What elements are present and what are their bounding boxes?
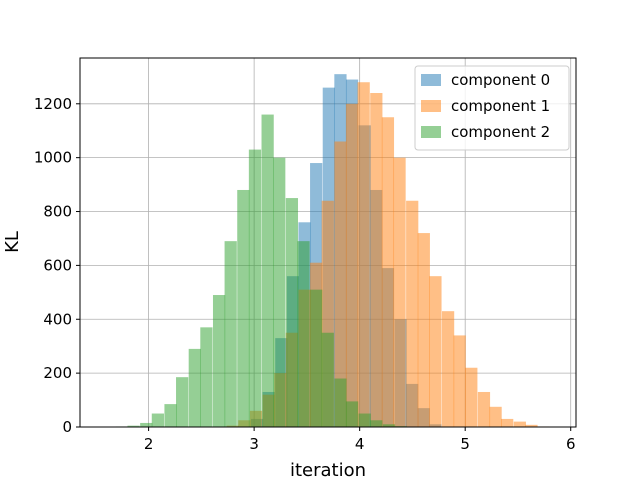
y-axis-label: KL (2, 231, 23, 253)
legend-box (414, 65, 570, 151)
histogram-bar (429, 276, 442, 427)
histogram-bar (273, 157, 286, 428)
series-2-bars (115, 114, 407, 428)
histogram-bar (127, 425, 140, 427)
histogram-bar (297, 241, 310, 427)
histogram-bar (370, 420, 383, 427)
y-tick-label: 1200 (34, 95, 72, 113)
y-tick-label: 400 (43, 310, 72, 328)
x-tick-label: 4 (355, 435, 365, 453)
histogram-bar (345, 401, 359, 427)
histogram-bar (261, 114, 274, 427)
histogram-bars (115, 74, 550, 428)
legend: component 0 component 1 component 2 (414, 65, 570, 151)
histogram-bar (453, 335, 466, 427)
legend-swatch (421, 126, 441, 138)
histogram-bar (200, 327, 213, 427)
y-tick-label: 1000 (34, 149, 72, 167)
histogram-bar (334, 141, 347, 428)
histogram-bar (188, 348, 201, 427)
histogram-bar (417, 233, 430, 427)
y-tick-label: 600 (43, 256, 72, 274)
y-tick-label: 0 (62, 418, 72, 436)
histogram-bar (393, 157, 406, 428)
legend-label: component 2 (451, 123, 550, 141)
legend-label: component 0 (451, 71, 550, 89)
axis-ticks: 2 3 4 5 6 0 200 400 600 800 1000 1200 (34, 95, 576, 453)
histogram-bar (382, 424, 396, 427)
histogram-bar (441, 311, 455, 427)
histogram-bar (334, 378, 347, 427)
x-axis-label: iteration (290, 460, 366, 480)
y-tick-label: 800 (43, 203, 72, 221)
histogram-bar (164, 404, 177, 427)
plot-frame (79, 57, 577, 428)
legend-label: component 1 (451, 97, 550, 115)
legend-swatch (421, 100, 441, 112)
histogram-bar (489, 406, 502, 427)
histogram-bar (212, 295, 226, 427)
histogram-bar (310, 289, 323, 427)
histogram-bar (358, 413, 371, 427)
histogram-bar (370, 93, 383, 428)
histogram-bar (513, 421, 526, 427)
histogram-bar (151, 413, 164, 427)
histogram-bar (285, 198, 299, 427)
histogram-bar (140, 422, 153, 427)
histogram-bar (501, 418, 514, 427)
histogram-bar (345, 103, 359, 427)
histogram-bar (248, 149, 262, 427)
y-tick-label: 200 (43, 364, 72, 382)
histogram-bar (525, 424, 538, 427)
histogram-bar (321, 332, 334, 427)
histogram-bar (406, 200, 419, 427)
histogram-bar (176, 377, 189, 427)
x-tick-label: 5 (460, 435, 470, 453)
histogram-bar (465, 367, 478, 427)
histogram-bar (477, 391, 491, 427)
legend-swatch (421, 74, 441, 86)
histogram-bar (237, 189, 250, 427)
x-tick-label: 3 (249, 435, 259, 453)
x-tick-label: 2 (144, 435, 154, 453)
histogram-bar (357, 82, 370, 427)
histogram-bar (381, 117, 395, 427)
x-tick-label: 6 (566, 435, 576, 453)
histogram-bar (224, 241, 237, 427)
